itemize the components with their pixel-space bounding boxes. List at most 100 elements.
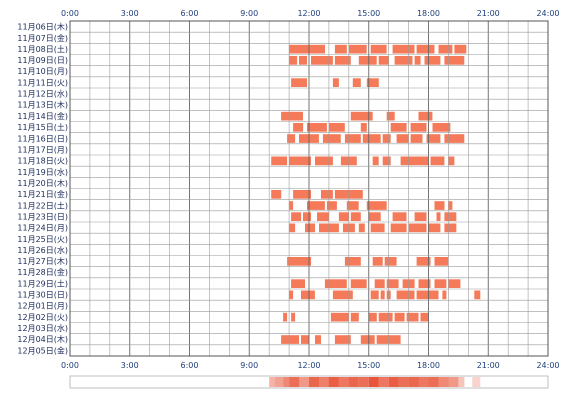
summary-strip-cell (269, 377, 276, 387)
activity-bar (293, 123, 304, 132)
x-tick-label-top: 0:00 (61, 9, 79, 18)
summary-strip-cell (428, 377, 439, 387)
summary-strip-cell (319, 377, 329, 387)
x-tick-label-bottom: 0:00 (61, 361, 79, 370)
activity-bar (291, 312, 296, 322)
activity-bar (360, 335, 375, 344)
activity-bar (322, 134, 341, 143)
activity-bar (305, 223, 315, 233)
activity-bar (390, 223, 407, 233)
summary-strip-cell (378, 377, 389, 387)
activity-bar (396, 134, 409, 143)
activity-bar (454, 44, 467, 54)
activity-bar (426, 134, 441, 143)
summary-strip-cell (358, 377, 369, 387)
x-tick-label-top: 18:00 (417, 9, 440, 18)
x-tick-label-bottom: 12:00 (297, 361, 320, 370)
row-label: 11月13日(木) (17, 100, 68, 110)
activity-bar (301, 290, 315, 300)
x-tick-label-top: 12:00 (297, 9, 320, 18)
x-tick-label-bottom: 21:00 (477, 361, 500, 370)
activity-bar (324, 279, 347, 288)
x-tick-label-bottom: 3:00 (121, 361, 139, 370)
summary-strip (69, 375, 549, 389)
summary-strip-cell (299, 377, 309, 387)
activity-bar (444, 56, 465, 65)
activity-bar (271, 156, 288, 166)
activity-bar (271, 190, 282, 199)
activity-bar (368, 212, 381, 221)
activity-bar (346, 201, 359, 210)
activity-bar (334, 335, 351, 344)
activity-bar (378, 312, 393, 322)
row-label: 11月27日(木) (17, 256, 68, 266)
summary-strip-cell (408, 377, 419, 387)
row-label: 11月12日(水) (17, 89, 68, 99)
summary-strip-cell (418, 377, 429, 387)
row-label: 11月23日(日) (17, 212, 68, 221)
activity-bar (287, 134, 296, 143)
activity-bar (400, 156, 429, 166)
activity-bar (344, 257, 361, 266)
activity-bar (386, 111, 395, 121)
activity-bar (442, 290, 447, 300)
activity-bar (281, 111, 303, 121)
row-label: 11月15日(土) (17, 122, 68, 132)
row-labels: 11月06日(木)11月07日(金)11月08日(土) 11月09日(日) 11月1… (17, 22, 68, 356)
activity-bar (311, 56, 333, 65)
activity-bar (332, 78, 339, 87)
activity-bar (299, 56, 307, 65)
activity-bar (366, 201, 387, 210)
activity-bar (291, 279, 305, 288)
activity-bar (334, 44, 347, 54)
activity-bar (289, 44, 325, 54)
x-tick-label-top: 24:00 (536, 9, 559, 18)
row-label: 11月14日(金) (17, 111, 68, 121)
summary-strip-cell (398, 377, 409, 387)
activity-bar (382, 156, 391, 166)
row-label: 12月05日(金) (17, 345, 68, 355)
activity-bar (289, 290, 294, 300)
summary-strip-cell (388, 377, 399, 387)
activity-bar (317, 212, 329, 221)
activity-bar (372, 156, 379, 166)
row-label: 11月11日(火) (17, 78, 68, 87)
activity-bar (414, 212, 427, 221)
row-label: 11月19日(水) (17, 167, 68, 177)
activity-bar (358, 223, 365, 233)
summary-strip-cell (275, 377, 284, 387)
activity-bar (289, 201, 294, 210)
activity-bar (386, 279, 399, 288)
activity-bar (416, 257, 431, 266)
activity-bar (334, 56, 351, 65)
activity-bar (366, 78, 379, 87)
row-label: 11月10日(月) (17, 67, 68, 76)
activity-bar (414, 56, 421, 65)
summary-strip-cell (472, 377, 481, 387)
activity-bar (350, 312, 359, 322)
activity-bar (374, 279, 385, 288)
row-label: 11月20日(木) (17, 178, 68, 188)
top-axis-ticks: 0:00 3:00 6:00 9:00 12:00 15:00 18:00 21:00 24:0… (61, 9, 560, 18)
summary-strip-cell (328, 377, 339, 387)
activity-bar (434, 201, 445, 210)
activity-bar (438, 44, 453, 54)
row-label: 12月01日(月) (17, 302, 68, 311)
row-label: 11月30日(日) (17, 291, 68, 300)
activity-bar (287, 257, 307, 266)
row-label: 11月08日(土) (17, 44, 68, 54)
activity-bar (474, 290, 481, 300)
activity-bar (406, 312, 419, 322)
activity-bar (420, 312, 429, 322)
activity-bar (432, 123, 451, 132)
row-label: 11月17日(月) (17, 145, 68, 154)
summary-strip-cell (458, 377, 465, 387)
activity-bar (384, 257, 397, 266)
row-label: 11月24日(月) (17, 224, 68, 233)
activity-bar (328, 123, 345, 132)
activity-bar (338, 212, 349, 221)
activity-bar (418, 111, 433, 121)
activity-bar (330, 312, 349, 322)
x-tick-label-bottom: 9:00 (240, 361, 258, 370)
